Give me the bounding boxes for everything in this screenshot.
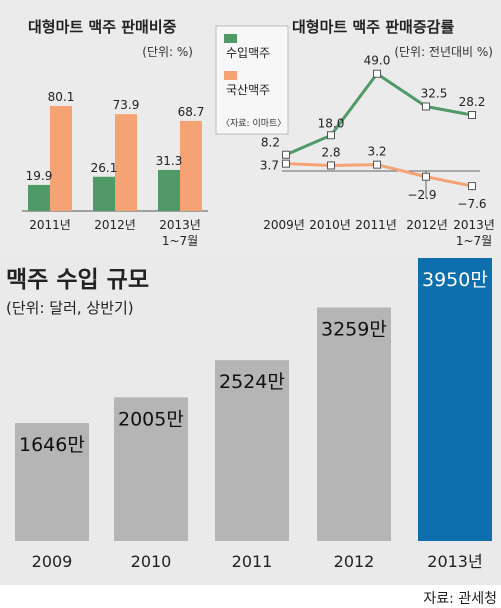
share-value-label-import: 26.1 bbox=[91, 161, 118, 175]
footer: 자료: 관세청 bbox=[0, 585, 501, 608]
import-chart-title: 맥주 수입 규모 bbox=[6, 267, 149, 293]
growth-category-label: 2010년 bbox=[309, 218, 351, 232]
legend-import-label: 수입맥주 bbox=[226, 46, 270, 60]
growth-point-domestic bbox=[327, 161, 335, 170]
footer-svg: 자료: 관세청 bbox=[423, 591, 497, 607]
growth-category-label: 2012년 bbox=[406, 218, 448, 232]
growth-value-label-domestic: 3.7 bbox=[260, 159, 279, 173]
growth-value-label-domestic: 2.8 bbox=[321, 145, 340, 159]
growth-point-domestic bbox=[468, 182, 476, 191]
growth-value-label-import: 28.2 bbox=[459, 95, 486, 109]
growth-chart-title: 대형마트 맥주 판매증감률 bbox=[292, 18, 454, 36]
import-category-label: 2013년 bbox=[427, 552, 482, 571]
import-value-label: 1646만 bbox=[19, 434, 85, 456]
import-chart-svg: 맥주 수입 규모 (단위: 달러, 상반기) 1646만 2009 2005만 201… bbox=[6, 258, 492, 571]
share-bar-import bbox=[28, 184, 50, 211]
legend-import-swatch bbox=[224, 34, 237, 43]
share-value-label-domestic: 73.9 bbox=[113, 98, 140, 112]
growth-value-label-domestic: −7.6 bbox=[457, 197, 486, 211]
import-bar bbox=[15, 423, 89, 541]
source-label: 자료: 관세청 bbox=[423, 591, 497, 607]
share-category-label: 2011년 bbox=[29, 218, 71, 232]
growth-category-label: 2011년 bbox=[355, 218, 397, 232]
growth-value-label-import: 49.0 bbox=[364, 54, 391, 68]
import-bar bbox=[317, 307, 391, 541]
growth-point-import bbox=[282, 150, 290, 159]
growth-point-import bbox=[373, 69, 381, 78]
top-panel: 대형마트 맥주 판매비중 (단위: %) 19.9 80.1 2011년 26.1 73… bbox=[0, 0, 501, 258]
import-value-label: 2005만 bbox=[118, 408, 184, 430]
top-charts-svg: 대형마트 맥주 판매비중 (단위: %) 19.9 80.1 2011년 26.1 73… bbox=[22, 18, 495, 248]
share-value-label-import: 19.9 bbox=[26, 169, 53, 183]
import-value-label: 3950만 bbox=[422, 269, 488, 291]
share-chart-title: 대형마트 맥주 판매비중 bbox=[28, 18, 177, 36]
import-value-label: 2524만 bbox=[219, 371, 285, 393]
share-bar-domestic bbox=[115, 114, 137, 211]
growth-category-label: 2013년 bbox=[453, 218, 495, 232]
growth-category-sublabel: 1~7월 bbox=[456, 234, 492, 248]
import-category-label: 2011 bbox=[232, 552, 273, 571]
share-chart-unit: (단위: %) bbox=[142, 45, 193, 59]
import-value-label: 3259만 bbox=[321, 319, 387, 341]
legend-domestic-swatch bbox=[224, 71, 237, 80]
growth-value-label-import: 8.2 bbox=[261, 136, 280, 150]
import-chart-unit: (단위: 달러, 상반기) bbox=[6, 299, 134, 317]
growth-value-label-domestic: 3.2 bbox=[367, 145, 386, 159]
bottom-panel: 맥주 수입 규모 (단위: 달러, 상반기) 1646만 2009 2005만 201… bbox=[0, 258, 501, 585]
share-value-label-domestic: 68.7 bbox=[178, 105, 205, 119]
growth-value-label-import: 18.0 bbox=[318, 116, 345, 130]
share-bar-import bbox=[93, 176, 115, 211]
growth-point-import bbox=[422, 102, 430, 111]
legend: 수입맥주 국산맥주 〈자료: 이마트〉 bbox=[215, 25, 289, 135]
import-category-label: 2012 bbox=[334, 552, 375, 571]
import-category-label: 2010 bbox=[131, 552, 172, 571]
share-category-sublabel: 1~7월 bbox=[162, 234, 198, 248]
import-bar bbox=[418, 258, 492, 541]
growth-point-domestic bbox=[422, 172, 430, 181]
share-value-label-domestic: 80.1 bbox=[48, 90, 75, 104]
share-category-label: 2012년 bbox=[94, 218, 136, 232]
growth-point-import bbox=[327, 131, 335, 140]
growth-category-label: 2009년 bbox=[263, 218, 305, 232]
share-bar-domestic bbox=[50, 106, 72, 211]
share-bar-import bbox=[158, 169, 180, 211]
growth-value-label-import: 32.5 bbox=[421, 86, 448, 100]
growth-chart-unit: (단위: 전년대비 %) bbox=[394, 45, 493, 59]
growth-point-domestic bbox=[373, 160, 381, 169]
share-category-label: 2013년 bbox=[159, 218, 201, 232]
import-category-label: 2009 bbox=[32, 552, 73, 571]
growth-value-label-domestic: −2.9 bbox=[407, 188, 436, 202]
legend-source: 〈자료: 이마트〉 bbox=[221, 118, 286, 129]
legend-domestic-label: 국산맥주 bbox=[226, 83, 270, 97]
import-bar bbox=[215, 360, 289, 541]
share-bar-domestic bbox=[180, 120, 202, 211]
import-bar bbox=[114, 397, 188, 541]
growth-point-import bbox=[468, 111, 476, 120]
share-value-label-import: 31.3 bbox=[156, 154, 183, 168]
growth-point-domestic bbox=[282, 159, 290, 168]
